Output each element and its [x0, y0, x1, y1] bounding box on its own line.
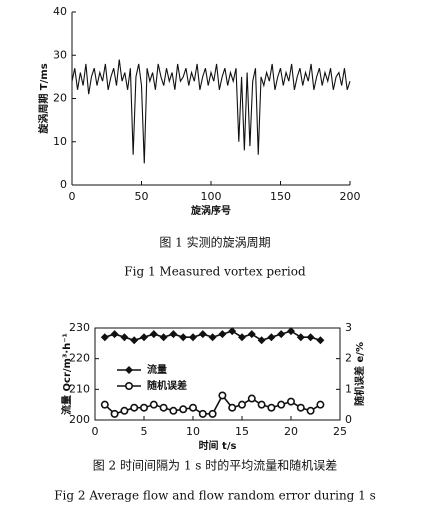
x-tick-label: 100: [201, 190, 222, 203]
data-point: [267, 333, 276, 342]
legend-marker: [125, 381, 134, 390]
data-point: [296, 403, 305, 412]
x-tick-label: 5: [141, 425, 148, 438]
x-tick-label: 200: [340, 190, 361, 203]
data-point: [169, 406, 178, 415]
y-tick-label: 230: [69, 321, 90, 334]
data-line: [71, 59, 351, 164]
data-point: [218, 330, 227, 339]
data-point: [228, 327, 237, 336]
data-point: [247, 394, 256, 403]
data-point: [110, 409, 119, 418]
data-point: [159, 333, 168, 342]
data-point: [277, 400, 286, 409]
data-point: [198, 409, 207, 418]
y-tick-label: 210: [69, 382, 90, 395]
data-point: [238, 400, 247, 409]
y-tick-label: 0: [60, 178, 67, 191]
x-tick-label: 15: [235, 425, 249, 438]
x-axis-label: 旋涡序号: [190, 204, 231, 217]
data-point: [179, 333, 188, 342]
y-tick-label: 220: [69, 352, 90, 365]
data-point: [316, 336, 325, 345]
data-point: [149, 400, 158, 409]
caption-cn: 图 2 时间间隔为 1 s 时的平均流量和随机误差: [93, 458, 338, 473]
data-point: [169, 330, 178, 339]
x-tick-label: 20: [284, 425, 298, 438]
data-point: [140, 333, 148, 342]
data-point: [120, 333, 129, 342]
y-axis-label: 流量 Qcr/m³·h⁻¹: [60, 333, 73, 415]
y2-tick-label: 0: [345, 413, 352, 426]
data-point: [198, 330, 207, 339]
data-point: [257, 336, 266, 345]
data-point: [100, 400, 109, 409]
data-point: [316, 400, 325, 409]
y2-axis-label: 随机误差 e/%: [353, 342, 366, 406]
y2-tick-label: 3: [345, 321, 352, 334]
y-tick-label: 10: [53, 135, 67, 148]
legend-label: 随机误差: [147, 379, 187, 392]
data-point: [100, 333, 109, 342]
caption-en: Fig 1 Measured vortex period: [124, 265, 306, 279]
x-tick-label: 50: [135, 190, 149, 203]
data-point: [306, 333, 315, 342]
data-point: [267, 403, 276, 412]
data-point: [208, 409, 217, 418]
y2-tick-label: 2: [345, 352, 352, 365]
legend-marker: [125, 366, 133, 374]
x-tick-label: 150: [270, 190, 291, 203]
x-tick-label: 0: [69, 190, 76, 203]
data-point: [149, 330, 158, 339]
data-point: [286, 397, 295, 406]
x-axis-label: 时间 t/s: [199, 439, 237, 452]
x-tick-label: 0: [92, 425, 99, 438]
data-point: [306, 406, 315, 415]
y-tick-label: 40: [53, 5, 67, 18]
data-point: [159, 403, 168, 412]
data-point: [189, 333, 197, 342]
data-point: [110, 330, 119, 339]
data-point: [140, 403, 149, 412]
x-tick-label: 10: [186, 425, 200, 438]
x-tick-label: 25: [333, 425, 347, 438]
data-point: [130, 336, 139, 345]
data-point: [238, 333, 246, 342]
y-tick-label: 20: [53, 92, 67, 105]
y-tick-label: 30: [53, 48, 67, 61]
caption-cn: 图 1 实测的旋涡周期: [159, 235, 270, 250]
data-point: [296, 333, 305, 342]
data-point: [257, 400, 266, 409]
data-point: [287, 327, 295, 336]
data-point: [228, 403, 237, 412]
legend-label: 流量: [147, 363, 167, 376]
data-point: [277, 330, 286, 339]
data-point: [179, 405, 188, 414]
plot-frame: [94, 327, 341, 421]
y2-tick-label: 1: [345, 382, 352, 395]
data-point: [247, 330, 256, 339]
y-tick-label: 200: [69, 413, 90, 426]
data-point: [208, 333, 217, 342]
data-point: [130, 403, 139, 412]
data-point: [189, 403, 198, 412]
y-axis-label: 旋涡周期 T/ms: [37, 63, 50, 134]
data-point: [120, 406, 129, 415]
data-point: [218, 391, 227, 400]
caption-en: Fig 2 Average flow and flow random error…: [54, 489, 376, 503]
